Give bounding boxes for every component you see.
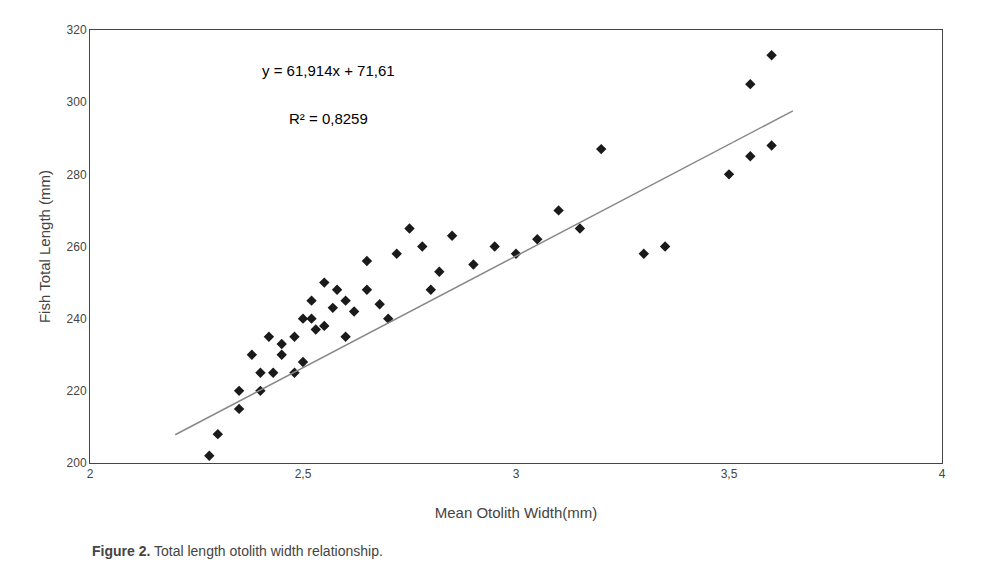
svg-text:200: 200 [67,456,87,470]
svg-text:240: 240 [67,312,87,326]
svg-text:Figure 2. Total length otolith: Figure 2. Total length otolith width rel… [92,543,383,559]
svg-text:260: 260 [67,240,87,254]
svg-text:Fish Total Length (mm): Fish Total Length (mm) [36,170,53,323]
svg-text:4: 4 [939,467,946,481]
svg-text:2,5: 2,5 [295,467,312,481]
svg-text:3,5: 3,5 [721,467,738,481]
svg-text:R² = 0,8259: R² = 0,8259 [289,110,368,127]
svg-text:Mean Otolith Width(mm): Mean Otolith Width(mm) [435,504,598,521]
svg-text:300: 300 [67,95,87,109]
svg-text:3: 3 [513,467,520,481]
svg-text:2: 2 [87,467,94,481]
svg-text:280: 280 [67,168,87,182]
svg-text:320: 320 [67,23,87,37]
svg-text:220: 220 [67,384,87,398]
svg-text:y = 61,914x + 71,61: y = 61,914x + 71,61 [262,62,395,79]
